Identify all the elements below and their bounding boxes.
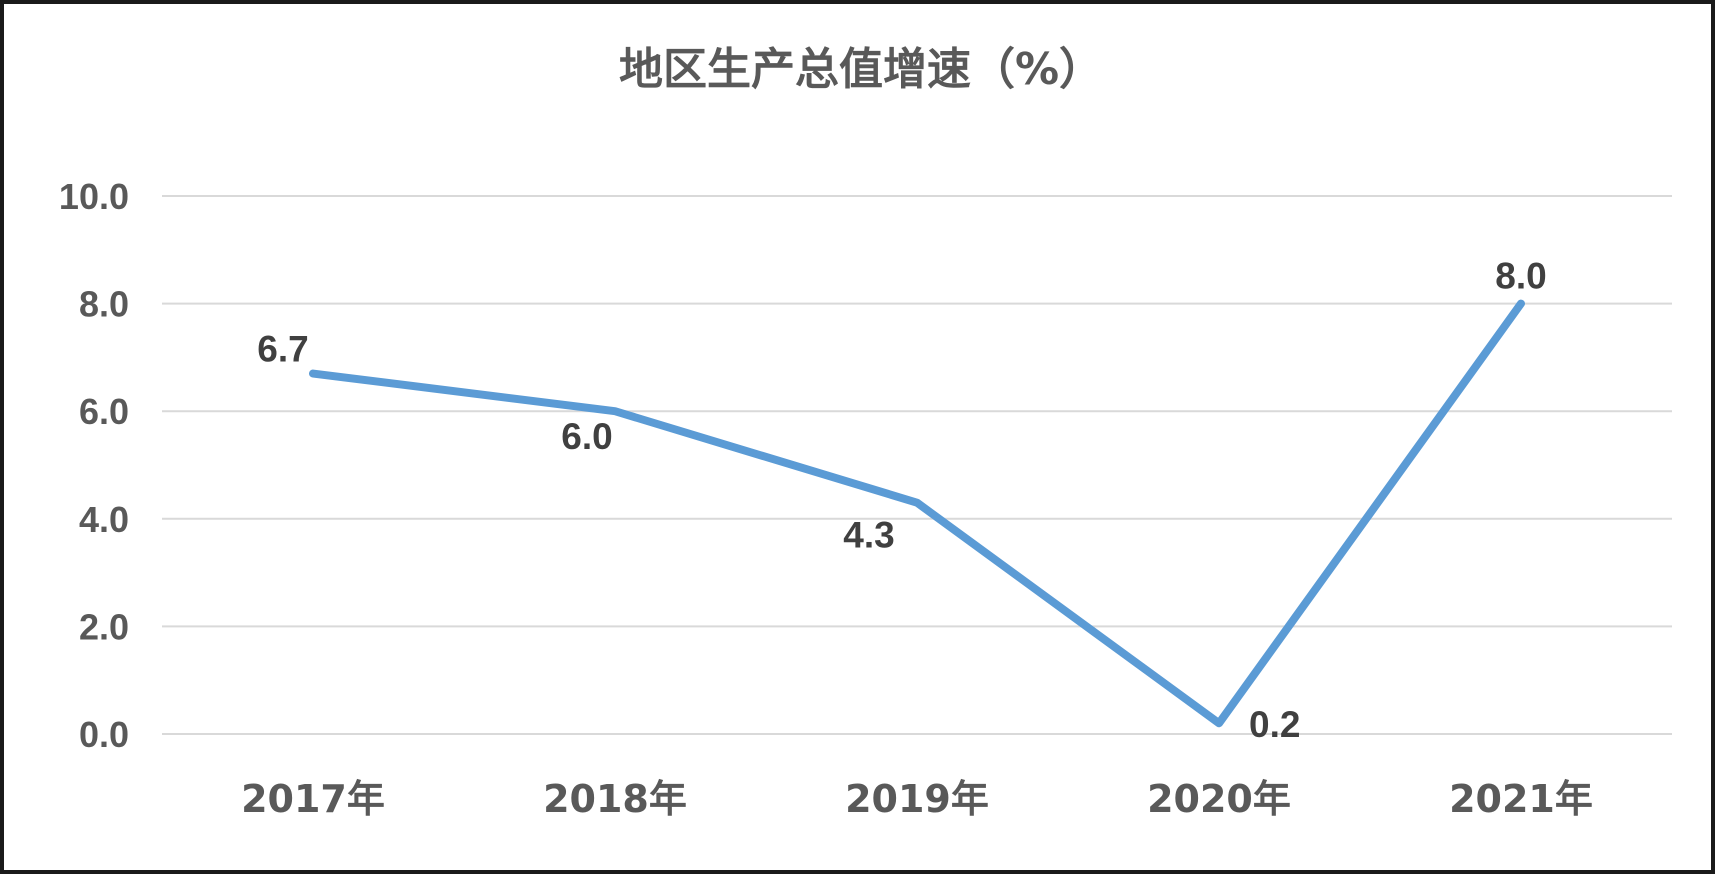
line-chart: 地区生产总值增速（%） 0.02.04.06.08.010.0 2017年 201… bbox=[59, 44, 1672, 821]
y-tick-label: 10.0 bbox=[59, 176, 129, 217]
x-axis-ticks: 2017年 2018年 2019年 2020年 2021年 bbox=[241, 777, 1593, 821]
x-tick-label: 2020年 bbox=[1147, 777, 1291, 821]
gridlines bbox=[162, 195, 1672, 735]
series-line bbox=[309, 299, 1525, 728]
y-tick-label: 6.0 bbox=[79, 391, 129, 432]
y-tick-label: 2.0 bbox=[79, 606, 129, 647]
y-tick-label: 0.0 bbox=[79, 714, 129, 755]
data-label: 4.3 bbox=[843, 515, 894, 556]
x-tick-label: 2017年 bbox=[241, 777, 385, 821]
y-axis-ticks: 0.0 2.0 4.0 6.0 8.0 10.0 bbox=[59, 176, 129, 755]
data-label: 6.7 bbox=[257, 329, 308, 370]
x-tick-label: 2019年 bbox=[845, 777, 989, 821]
series-layer bbox=[309, 299, 1525, 728]
data-label: 8.0 bbox=[1495, 256, 1546, 297]
y-tick-label: 4.0 bbox=[79, 499, 129, 540]
data-label: 6.0 bbox=[561, 416, 612, 457]
data-label: 0.2 bbox=[1249, 704, 1300, 745]
chart-title: 地区生产总值增速（%） bbox=[619, 44, 1103, 95]
y-tick-label: 8.0 bbox=[79, 284, 129, 325]
data-labels: 6.7 6.0 4.3 0.2 8.0 bbox=[257, 256, 1546, 746]
x-tick-label: 2018年 bbox=[543, 777, 687, 821]
x-tick-label: 2021年 bbox=[1449, 777, 1593, 821]
